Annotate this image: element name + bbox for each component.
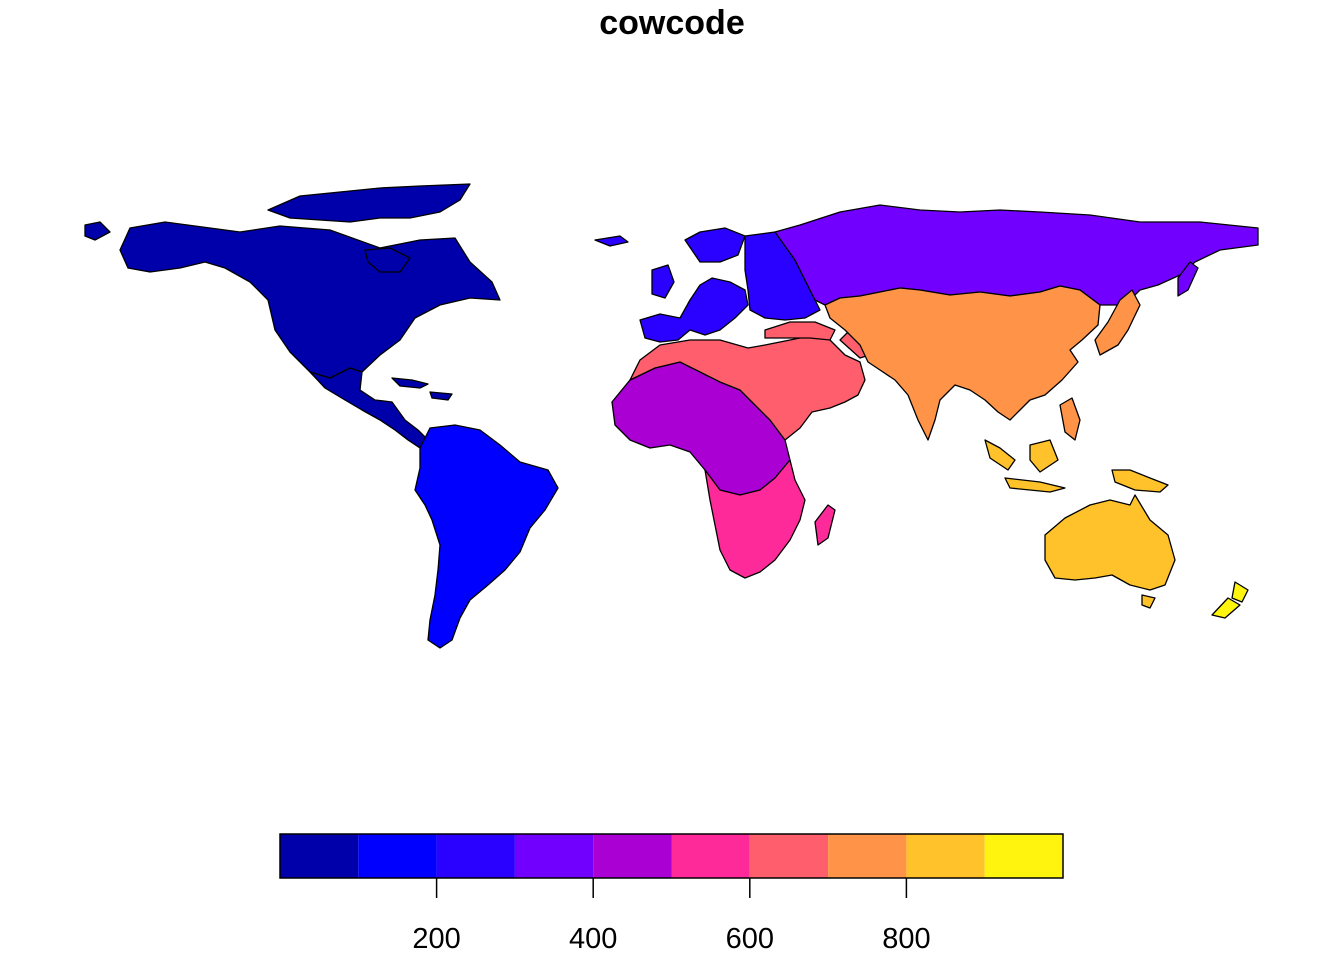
western-europe-shape-1: [639, 277, 749, 343]
western-europe-shape-2: [651, 264, 675, 299]
southern-east-africa-shape-1: [704, 459, 806, 579]
region-north-america: [84, 183, 501, 379]
region-russia: [774, 204, 1259, 306]
legend-bin-9: [906, 834, 985, 878]
region-central-america: [309, 367, 429, 449]
new-zealand-shape-1: [1231, 581, 1249, 603]
australia-new-guinea-shape-1: [1044, 494, 1176, 591]
north-africa-middle-east-shape-1: [629, 334, 866, 441]
legend-bin-2: [358, 834, 437, 878]
north-america-shape-2: [267, 183, 471, 223]
russia-shape-2: [1177, 261, 1199, 297]
australia-new-guinea-shape-6: [1141, 594, 1156, 609]
legend-tick-label-400: 400: [569, 923, 617, 955]
north-africa-middle-east-shape-2: [764, 321, 836, 341]
countries-layer: [84, 183, 1259, 649]
legend-bin-4: [514, 834, 594, 878]
color-legend: 200 400 600 800: [279, 833, 1064, 955]
map-title: cowcode: [599, 4, 745, 42]
legend-bin-7: [749, 834, 829, 878]
north-america-shape-1: [119, 221, 501, 379]
legend-bin-1: [280, 834, 359, 878]
caribbean-islands-shape-2: [429, 391, 453, 401]
asia-shape-3: [1059, 397, 1081, 441]
legend-bin-5: [593, 834, 672, 878]
australia-new-guinea-shape-4: [1029, 439, 1059, 473]
australia-new-guinea-shape-2: [1111, 469, 1169, 493]
australia-new-guinea-shape-5: [1004, 477, 1066, 493]
region-western-europe: [594, 227, 749, 343]
legend-tick-label-200: 200: [412, 923, 460, 955]
new-zealand-shape-2: [1211, 597, 1241, 619]
legend-bin-3: [436, 834, 515, 878]
caribbean-islands-shape-1: [391, 377, 429, 389]
legend-bin-10: [984, 834, 1063, 878]
legend-bin-8: [828, 834, 907, 878]
region-new-zealand: [1211, 581, 1249, 619]
legend-tick-label-800: 800: [882, 923, 930, 955]
region-australia-new-guinea: [984, 439, 1176, 609]
legend-tick-label-600: 600: [726, 923, 774, 955]
region-asia: [824, 285, 1141, 441]
legend-bin-6: [671, 834, 750, 878]
south-america-shape-1: [414, 424, 559, 649]
western-europe-shape-3: [684, 227, 746, 263]
north-america-shape-4: [84, 221, 111, 241]
asia-shape-1: [824, 285, 1101, 441]
region-south-america: [414, 424, 559, 649]
region-southern-east-africa: [704, 459, 836, 579]
asia-shape-2: [1094, 289, 1141, 356]
australia-new-guinea-shape-3: [984, 439, 1016, 471]
north-america-shape-3: [364, 247, 411, 273]
region-caribbean-islands: [391, 377, 453, 401]
legend-frame: [279, 833, 1064, 879]
western-europe-shape-4: [594, 235, 629, 247]
central-america-shape-1: [309, 367, 429, 449]
southern-east-africa-shape-2: [814, 504, 836, 546]
